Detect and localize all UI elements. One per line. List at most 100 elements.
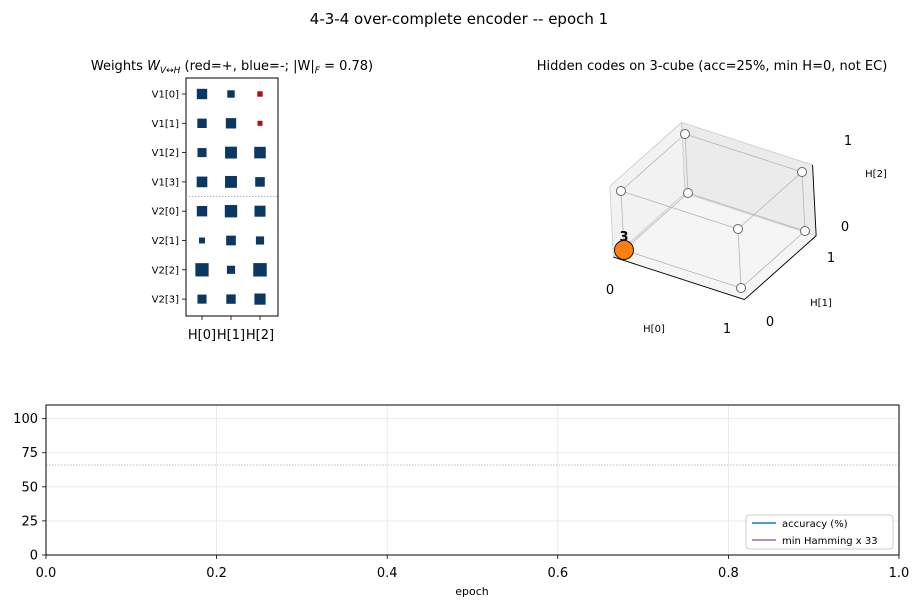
weight-square	[254, 146, 266, 159]
weights-row-label: V1[2]	[152, 148, 179, 159]
occupied-code-marker	[614, 240, 634, 260]
cube-edge	[801, 171, 806, 232]
legend-label-accuracy: accuracy (%)	[782, 519, 848, 530]
cube-edge	[740, 230, 806, 289]
cube-vertex	[683, 188, 693, 198]
weights-panel: Weights WV↔H (red=+, blue=-; |W|F = 0.78…	[91, 59, 373, 343]
cube-edge	[684, 133, 689, 194]
weights-title-symbol: W	[147, 59, 161, 74]
weights-col-label: H[2]	[246, 328, 274, 343]
weights-col-label: H[0]	[188, 328, 216, 343]
weight-square	[196, 206, 208, 217]
weights-row-label: V2[0]	[152, 207, 179, 218]
weights-title-suffix: (red=+, blue=-; |W|	[180, 59, 314, 74]
weight-square	[196, 88, 208, 100]
curve-axes-frame	[45, 404, 900, 556]
curve-panel: 0.0 0.2 0.4 0.6 0.8 1.0 0 25 50 75 100 epoch accur…	[13, 404, 909, 598]
cube-zlabel: H[2]	[865, 169, 887, 180]
curve-legend: accuracy (%) min Hamming x 33	[745, 514, 894, 550]
cube-gridline	[609, 186, 614, 258]
cube-xlabel: H[0]	[643, 324, 665, 335]
weights-col-label: H[1]	[217, 328, 245, 343]
curve-x-tick-label: 0.6	[547, 566, 568, 581]
cube-title: Hidden codes on 3-cube (acc=25%, min H=0…	[537, 59, 888, 74]
weights-row-label: V1[1]	[152, 119, 179, 130]
weight-square	[257, 91, 263, 97]
weight-square	[226, 235, 236, 246]
weight-square	[197, 294, 207, 304]
curve-y-tick-label: 100	[13, 412, 38, 427]
weight-square	[195, 263, 209, 277]
cube-marks: 0 1 0 1 0 1 H[0] H[1] H[2] 3	[606, 121, 887, 337]
legend-frame	[745, 514, 894, 550]
cube-vertex	[680, 129, 690, 139]
weight-square	[227, 90, 235, 98]
weight-square	[225, 175, 237, 188]
cube-gridline	[609, 122, 682, 187]
figure-suptitle: 4-3-4 over-complete encoder -- epoch 1	[310, 10, 608, 28]
curve-x-tick-label: 0.4	[377, 566, 398, 581]
weights-row-label: V1[3]	[152, 177, 179, 188]
cube-gridline	[684, 192, 817, 237]
cube-edge	[620, 190, 739, 230]
weights-row-label: V2[1]	[152, 236, 179, 247]
cube-vertex	[733, 224, 743, 234]
weight-square	[254, 293, 266, 305]
cube-vertex	[800, 226, 810, 236]
curve-y-tick-label: 75	[21, 446, 38, 461]
curve-x-tick-label: 0.2	[206, 566, 227, 581]
weights-marks: V1[0] V1[1] V1[2] V1[3] V2[0] V2[1] V2[2] V2[3]…	[152, 88, 278, 343]
weight-square	[224, 205, 238, 218]
weight-square	[255, 177, 265, 187]
occupied-count-label: 3	[619, 230, 628, 245]
cube-x-tick-label: 0	[606, 283, 614, 298]
weights-title-norm-subscript: F	[315, 66, 321, 76]
weight-square	[253, 263, 267, 277]
cube-edge	[684, 133, 803, 173]
cube-axis-line	[812, 164, 817, 236]
cube-gridline	[681, 122, 813, 166]
weights-title-norm-value: = 0.78)	[320, 59, 373, 74]
cube-edge	[623, 192, 689, 251]
cube-z-tick-label: 0	[841, 220, 849, 235]
curve-y-tick-label: 25	[21, 514, 38, 529]
weight-square	[257, 120, 263, 126]
curve-x-tick-label: 1.0	[889, 566, 910, 581]
curve-y-tick-label: 0	[30, 549, 38, 564]
curve-x-tick-label: 0.0	[36, 566, 57, 581]
cube-edge	[737, 171, 803, 230]
weights-axes-frame	[185, 77, 279, 317]
legend-label-hamming: min Hamming x 33	[782, 536, 878, 547]
cube-edge	[620, 133, 686, 192]
cube-vertex	[616, 186, 626, 196]
weight-square	[226, 294, 236, 304]
cube-edge	[623, 249, 742, 289]
curve-y-tick-label: 50	[21, 480, 38, 495]
weight-square	[225, 118, 237, 129]
curve-xlabel: epoch	[455, 585, 489, 598]
weights-row-label: V1[0]	[152, 90, 179, 101]
weight-square	[197, 148, 207, 158]
cube-y-tick-label: 0	[766, 315, 774, 330]
cube-ylabel: H[1]	[810, 298, 832, 309]
weight-square	[226, 265, 236, 274]
cube-x-tick-label: 1	[723, 322, 731, 337]
weights-title-subscript: V↔H	[160, 66, 181, 76]
cube-z-tick-label: 1	[844, 134, 852, 149]
weight-square	[254, 205, 266, 217]
weight-square	[196, 176, 208, 188]
curve-ticks: 0.0 0.2 0.4 0.6 0.8 1.0 0 25 50 75 100	[13, 412, 909, 581]
cube-axis-line	[613, 256, 745, 301]
weights-row-label: V2[2]	[152, 265, 179, 276]
cube-edge	[737, 228, 742, 289]
weight-square	[255, 236, 265, 245]
cube-axis-line	[744, 235, 817, 300]
curve-x-tick-label: 0.8	[718, 566, 739, 581]
weight-square	[197, 118, 207, 128]
cube-vertex	[736, 283, 746, 293]
cube-vertex	[797, 167, 807, 177]
cube-y-tick-label: 1	[827, 251, 835, 266]
weight-square	[199, 237, 205, 244]
